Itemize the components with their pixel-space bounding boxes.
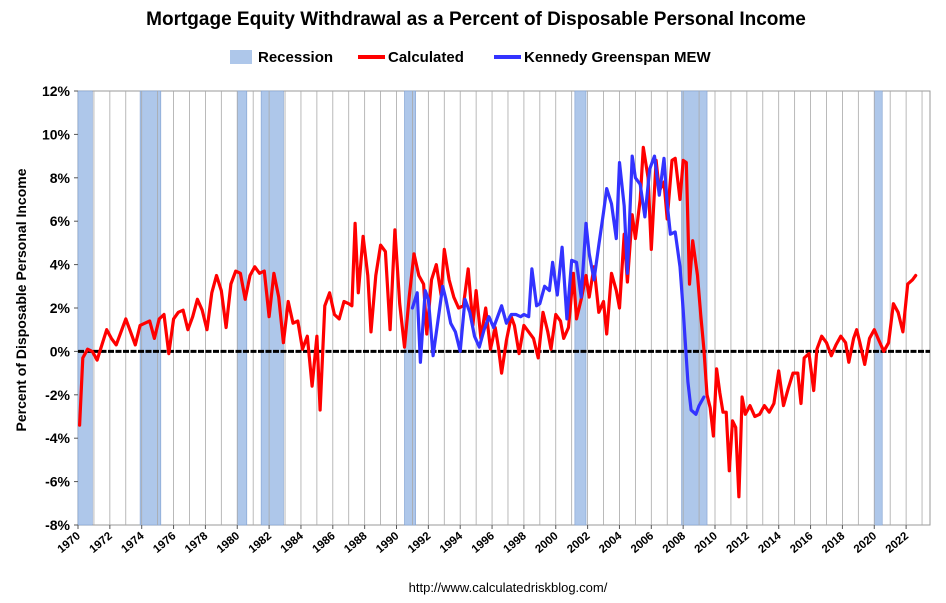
x-tick-label: 2014 bbox=[756, 530, 784, 556]
x-tick-label: 1980 bbox=[215, 530, 242, 556]
x-tick-label: 2008 bbox=[661, 530, 689, 556]
y-axis-ticks: -8% -6% -4% -2% 0% 2% 4% 6% 8% 10% 12% bbox=[42, 83, 78, 533]
x-tick-label: 2022 bbox=[884, 530, 911, 556]
recession-band bbox=[404, 90, 416, 526]
y-tick-label: -2% bbox=[45, 387, 70, 403]
y-tick-label: 6% bbox=[50, 213, 71, 229]
legend-label-kennedy-greenspan: Kennedy Greenspan MEW bbox=[524, 49, 712, 66]
legend-swatch-recession bbox=[230, 50, 252, 64]
recession-band bbox=[236, 90, 248, 526]
legend: Recession Calculated Kennedy Greenspan M… bbox=[230, 49, 712, 66]
recession-bands bbox=[77, 90, 883, 526]
x-tick-label: 1994 bbox=[438, 530, 466, 556]
series-line-kennedy-greenspan bbox=[410, 154, 706, 416]
source-url: http://www.calculatedriskblog.com/ bbox=[409, 580, 608, 595]
y-tick-label: -8% bbox=[45, 517, 70, 533]
x-tick-label: 1990 bbox=[374, 530, 401, 556]
x-tick-label: 1996 bbox=[470, 530, 497, 556]
y-axis-label: Percent of Disposable Personal Income bbox=[13, 168, 29, 431]
x-tick-label: 1998 bbox=[502, 530, 530, 556]
legend-label-recession: Recession bbox=[258, 49, 333, 66]
recession-band bbox=[139, 90, 162, 526]
recession-band bbox=[260, 90, 284, 526]
series-lines bbox=[78, 145, 918, 499]
x-tick-label: 2020 bbox=[852, 530, 879, 556]
y-tick-label: -6% bbox=[45, 474, 70, 490]
y-tick-label: -4% bbox=[45, 430, 70, 446]
y-tick-label: 0% bbox=[50, 343, 71, 359]
recession-band bbox=[873, 90, 883, 526]
x-tick-label: 1992 bbox=[406, 530, 433, 556]
series-line-calculated bbox=[78, 145, 918, 499]
x-tick-label: 1988 bbox=[342, 530, 370, 556]
x-tick-label: 2016 bbox=[788, 530, 815, 556]
legend-label-calculated: Calculated bbox=[388, 49, 464, 66]
y-tick-label: 12% bbox=[42, 83, 71, 99]
y-tick-label: 10% bbox=[42, 126, 71, 142]
x-tick-label: 2000 bbox=[533, 530, 560, 556]
x-tick-label: 2004 bbox=[597, 530, 625, 556]
x-axis-ticks: 1970 1972 1974 1976 1978 1980 1982 1984 1986 1988… bbox=[56, 525, 911, 556]
x-tick-label: 1986 bbox=[310, 530, 337, 556]
y-tick-label: 2% bbox=[50, 300, 71, 316]
x-tick-label: 1976 bbox=[151, 530, 178, 556]
x-tick-label: 1982 bbox=[247, 530, 274, 556]
x-tick-label: 1974 bbox=[119, 530, 147, 556]
x-tick-label: 1978 bbox=[183, 530, 211, 556]
y-tick-label: 8% bbox=[50, 170, 71, 186]
x-tick-label: 1984 bbox=[279, 530, 307, 556]
x-tick-label: 2002 bbox=[565, 530, 592, 556]
x-tick-label: 2012 bbox=[724, 530, 751, 556]
recession-band bbox=[77, 90, 93, 526]
y-tick-label: 4% bbox=[50, 257, 71, 273]
chart-title: Mortgage Equity Withdrawal as a Percent … bbox=[146, 9, 806, 30]
recession-band bbox=[681, 90, 708, 526]
x-tick-label: 1970 bbox=[56, 530, 83, 556]
x-tick-label: 1972 bbox=[87, 530, 114, 556]
x-tick-label: 2006 bbox=[629, 530, 656, 556]
x-tick-label: 2010 bbox=[693, 530, 720, 556]
x-tick-label: 2018 bbox=[820, 530, 848, 556]
